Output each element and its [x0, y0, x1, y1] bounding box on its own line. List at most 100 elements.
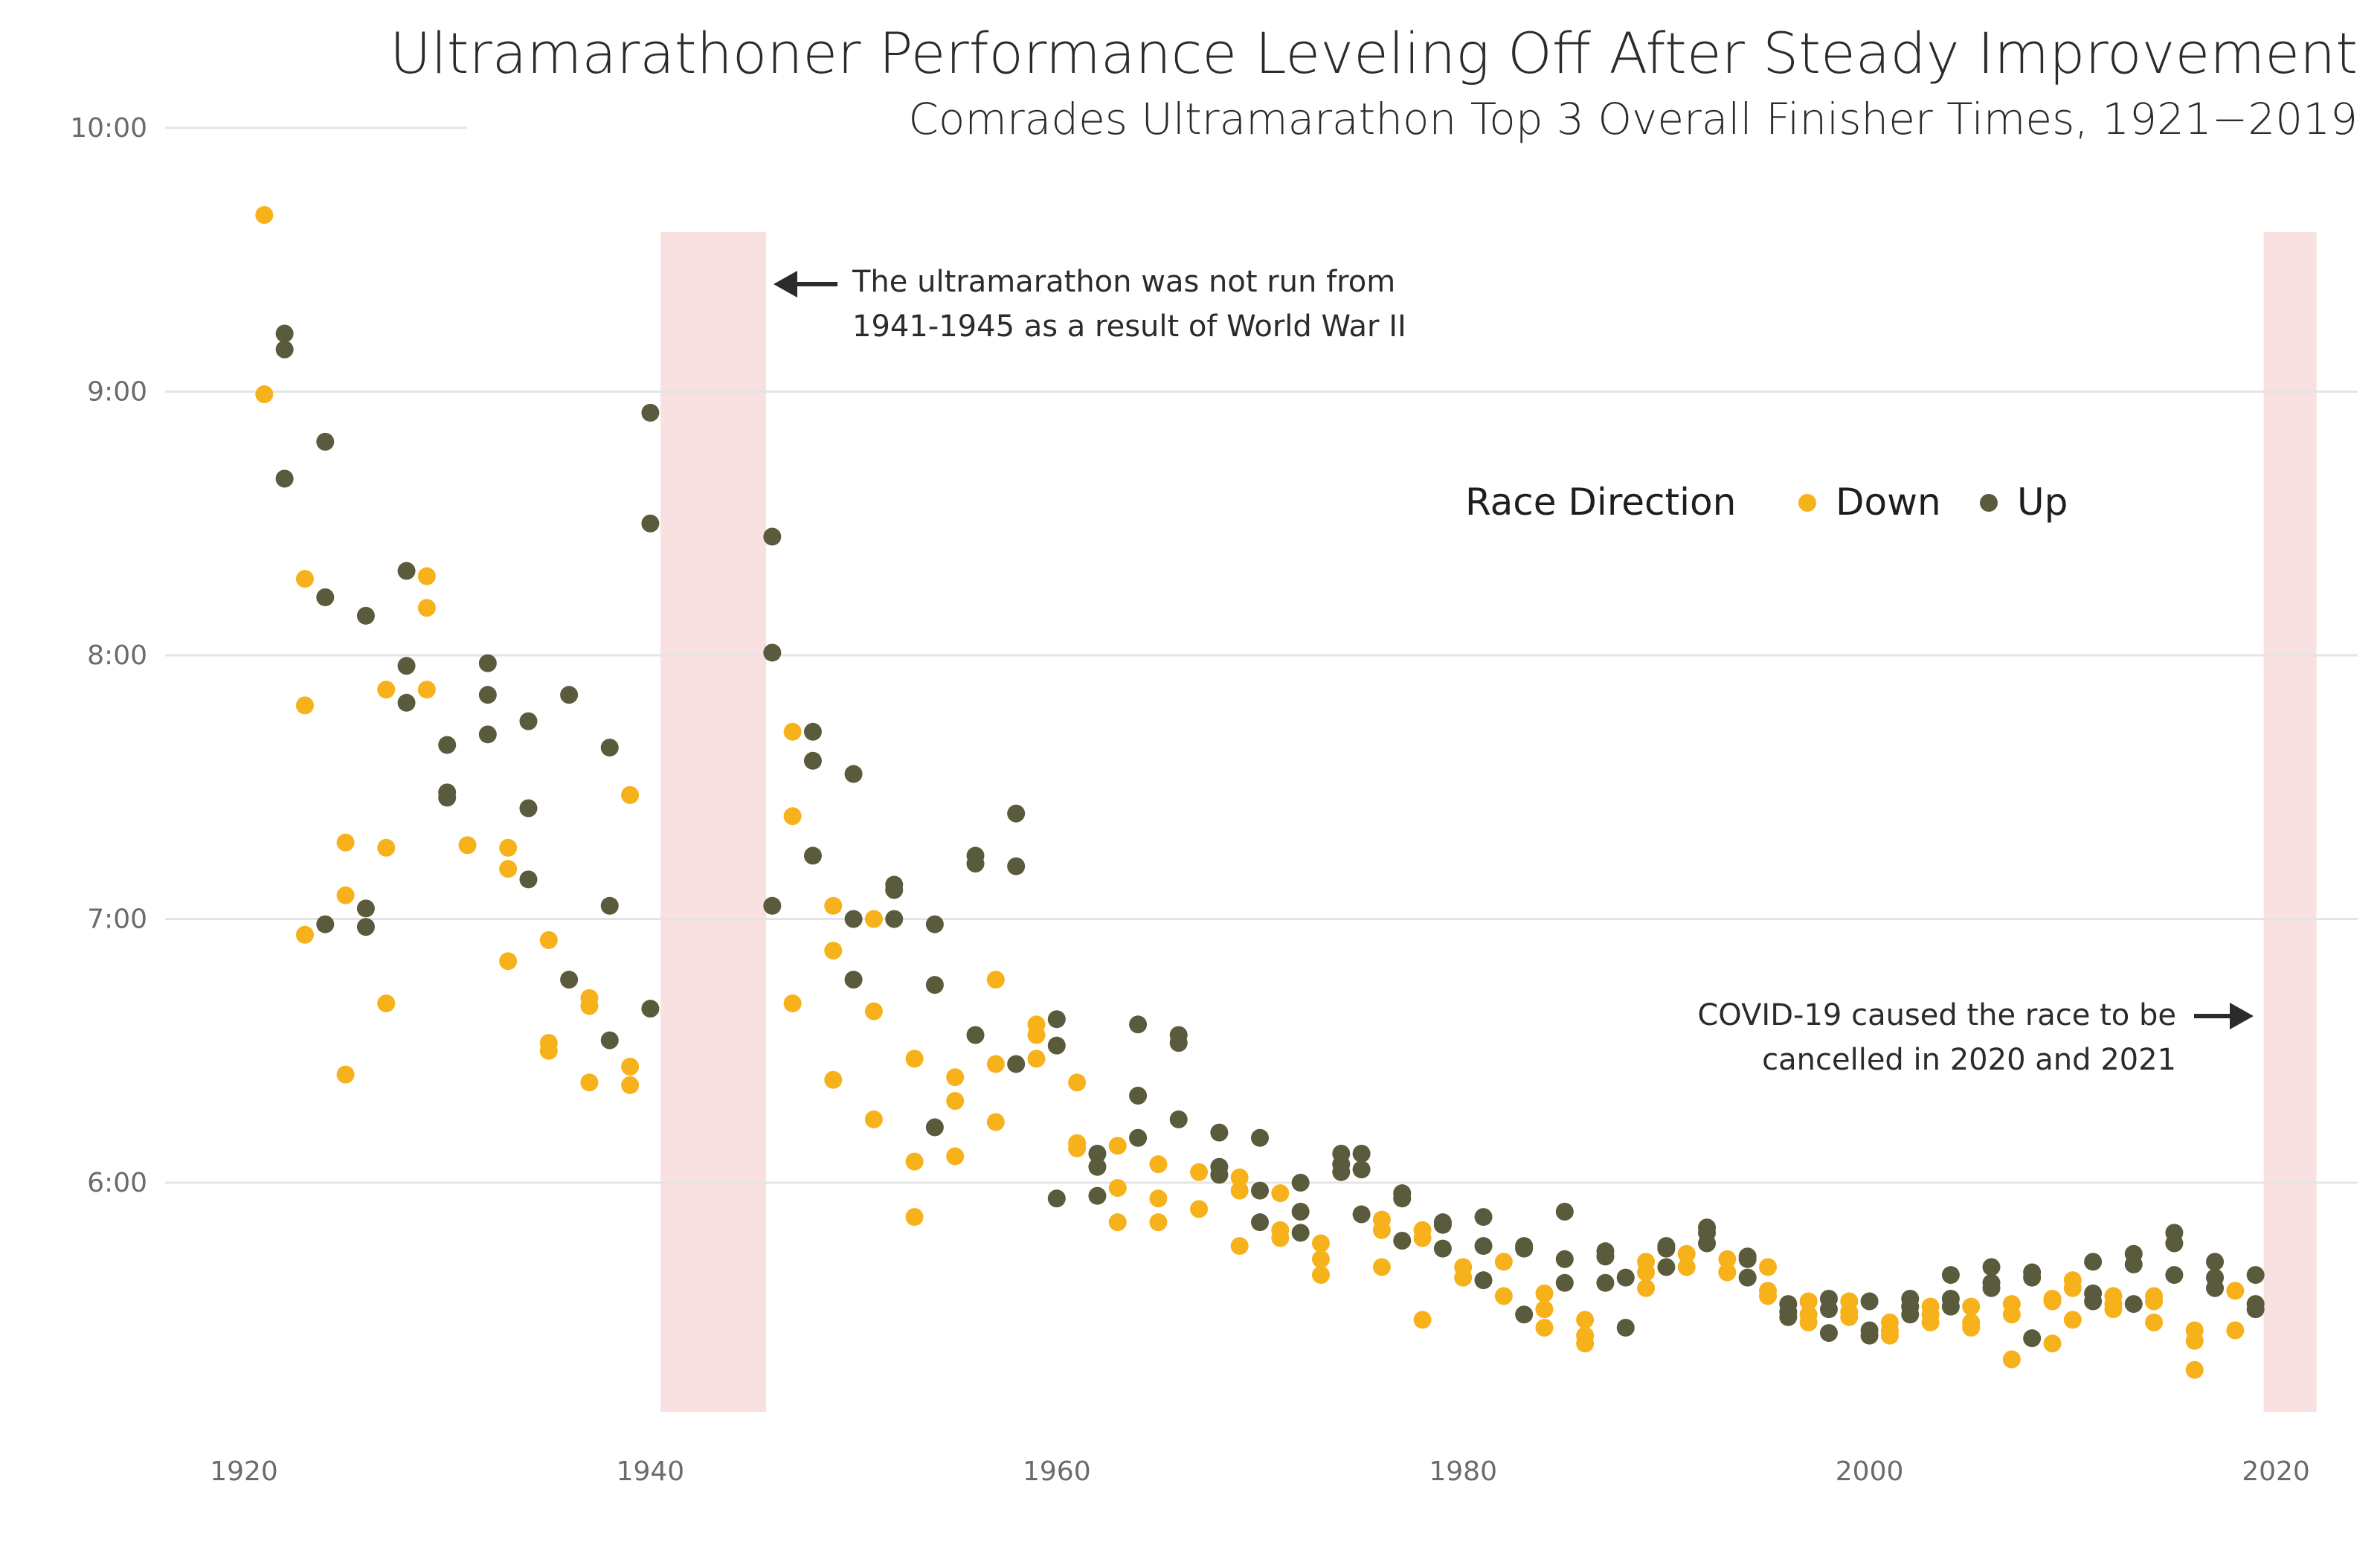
data-point-down: [1718, 1263, 1737, 1282]
data-point-down: [1190, 1200, 1209, 1218]
data-point-down: [1921, 1313, 1940, 1331]
data-point-up: [641, 514, 660, 533]
data-point-down: [2185, 1360, 2204, 1379]
data-point-down: [336, 886, 355, 904]
data-point-down: [1576, 1334, 1595, 1353]
data-point-up: [2124, 1295, 2143, 1314]
x-tick-label: 1960: [1023, 1456, 1091, 1487]
data-point-up: [397, 562, 416, 580]
data-point-up: [803, 722, 822, 741]
data-point-down: [1108, 1179, 1127, 1198]
data-point-down: [1149, 1189, 1168, 1208]
data-point-up: [885, 910, 904, 928]
data-point-down: [255, 385, 274, 404]
y-tick-label: 8:00: [87, 640, 147, 671]
data-point-down: [864, 1110, 883, 1128]
data-point-down: [1311, 1266, 1330, 1285]
data-point-up: [1007, 1055, 1026, 1073]
data-point-up: [1982, 1258, 2001, 1276]
data-point-down: [417, 681, 436, 699]
data-point-up: [2023, 1329, 2042, 1348]
data-point-up: [560, 686, 579, 704]
legend-label-down: Down: [1836, 481, 1941, 524]
data-point-up: [1129, 1087, 1148, 1105]
data-point-down: [783, 994, 802, 1012]
data-point-up: [1291, 1174, 1310, 1192]
y-tick-label: 7:00: [87, 904, 147, 935]
data-point-down: [1149, 1155, 1168, 1174]
data-point-down: [1230, 1237, 1249, 1256]
legend: Race Direction Down Up: [1465, 481, 2068, 524]
data-point-down: [336, 1065, 355, 1084]
data-point-up: [641, 1000, 660, 1018]
data-point-up: [1596, 1247, 1615, 1266]
data-point-up: [1169, 1110, 1188, 1128]
data-point-down: [864, 1002, 883, 1021]
data-point-up: [275, 340, 294, 359]
data-point-down: [783, 807, 802, 826]
data-point-up: [316, 915, 335, 933]
data-point-down: [824, 1070, 843, 1089]
data-point-down: [1413, 1311, 1432, 1329]
data-point-down: [499, 952, 518, 971]
data-point-down: [2043, 1334, 2062, 1353]
data-point-down: [1637, 1279, 1656, 1297]
data-point-up: [844, 971, 863, 989]
data-point-down: [377, 838, 396, 857]
data-point-up: [1860, 1292, 1879, 1311]
y-tick-label: 6:00: [87, 1168, 147, 1198]
data-point-up: [1352, 1145, 1371, 1163]
data-point-up: [1393, 1231, 1412, 1250]
data-point-down: [1962, 1297, 1981, 1316]
data-point-down: [1535, 1318, 1554, 1337]
data-point-down: [1759, 1287, 1777, 1305]
data-point-up: [2084, 1253, 2103, 1271]
data-point-up: [1433, 1215, 1452, 1234]
shaded-regions: [660, 232, 2317, 1412]
data-point-up: [763, 527, 782, 546]
data-point-down: [377, 681, 396, 699]
data-point-down: [458, 836, 477, 855]
x-tick-label: 1940: [617, 1456, 685, 1487]
data-point-up: [519, 799, 538, 817]
data-point-down: [824, 942, 843, 960]
data-point-down: [295, 925, 314, 944]
x-tick-label: 1980: [1429, 1456, 1497, 1487]
data-point-down: [946, 1147, 965, 1166]
data-point-down: [1799, 1292, 1818, 1311]
data-point-up: [1738, 1268, 1757, 1287]
data-point-up: [2246, 1266, 2265, 1285]
data-point-up: [844, 765, 863, 783]
data-point-up: [1433, 1239, 1452, 1258]
data-point-up: [1251, 1128, 1269, 1147]
data-point-down: [1576, 1311, 1595, 1329]
data-point-up: [1047, 1036, 1066, 1055]
data-point-up: [2124, 1255, 2143, 1273]
data-point-up: [1129, 1015, 1148, 1034]
data-point-up: [1047, 1010, 1066, 1029]
data-point-down: [2002, 1350, 2021, 1369]
data-point-down: [2226, 1321, 2245, 1340]
data-point-up: [925, 915, 944, 933]
data-point-down: [1799, 1313, 1818, 1331]
x-tick-label: 2000: [1836, 1456, 1904, 1487]
data-point-down: [2063, 1279, 2082, 1297]
data-point-up: [438, 788, 457, 807]
data-point-up: [966, 1026, 985, 1044]
data-point-down: [539, 1041, 558, 1060]
data-point-up: [1210, 1123, 1229, 1142]
data-point-down: [1068, 1073, 1087, 1092]
data-point-down: [1230, 1168, 1249, 1186]
data-point-down: [1494, 1287, 1513, 1305]
y-axis-ticks: 6:00 7:00 8:00 9:00 10:00: [70, 113, 147, 1198]
data-point-up: [803, 846, 822, 865]
data-point-down: [2145, 1313, 2164, 1331]
data-point-down: [1677, 1244, 1696, 1263]
data-point-up: [1474, 1271, 1493, 1290]
x-tick-label: 1920: [210, 1456, 278, 1487]
data-point-down: [1311, 1250, 1330, 1268]
chart-subtitle: Comrades Ultramarathon Top 3 Overall Fin…: [908, 94, 2358, 144]
annotation-covid-line-1: COVID-19 caused the race to be: [1697, 998, 2176, 1032]
annotation-ww2-line-2: 1941-1945 as a result of World War II: [852, 309, 1406, 344]
